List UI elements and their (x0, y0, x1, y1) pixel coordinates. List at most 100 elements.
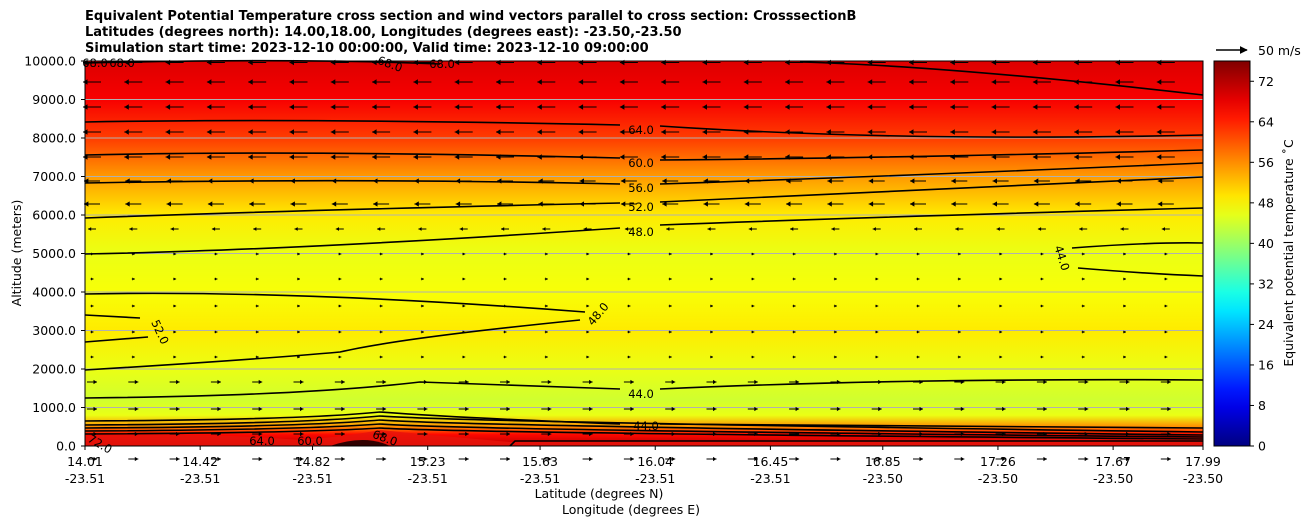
colorbar-bar (1213, 60, 1251, 447)
wind-vector-head (300, 431, 304, 437)
wind-vector-head (620, 178, 626, 184)
contour-line (84, 314, 141, 319)
wind-vector-head (1082, 304, 1085, 308)
wind-vector-head (992, 201, 997, 207)
wind-vector-head (1040, 277, 1044, 281)
wind-vector-head (875, 252, 879, 256)
wind-vector-head (331, 178, 337, 184)
colorbar-tick-label: 0 (1258, 439, 1266, 454)
wind-vector-head (578, 154, 584, 160)
contour-line (84, 411, 621, 425)
wind-vector-head (713, 431, 717, 437)
wind-vector-head (124, 79, 129, 85)
wind-vector-head (751, 277, 755, 281)
wind-vector-head (1032, 129, 1038, 135)
x-tick-label-lat: 14.42 (182, 454, 218, 469)
y-tick-label: 1000.0 (32, 400, 76, 415)
surface-dark-layer (330, 440, 390, 446)
wind-vector-head (834, 355, 837, 359)
wind-vector-head (545, 355, 548, 359)
wind-vector-head (867, 79, 873, 85)
wind-vector-head (338, 277, 342, 281)
wind-vector-head (462, 330, 466, 334)
wind-vector-head (1033, 178, 1039, 184)
wind-vector-head (1084, 379, 1089, 385)
wind-vector-head (703, 178, 708, 184)
wind-vector-head (868, 178, 874, 184)
colorbar-tick-label: 32 (1258, 276, 1274, 291)
wind-vector-head (256, 304, 259, 308)
wind-vector-head (289, 154, 294, 160)
contour-line (659, 207, 1204, 226)
wind-vector-head (579, 201, 584, 207)
contour-line (659, 125, 1204, 138)
contour-line (659, 162, 1204, 185)
wind-vector-head (297, 355, 300, 359)
x-axis-label: Latitude (degrees N) (535, 486, 664, 501)
wind-vector-head (589, 379, 593, 385)
wind-vector-head (826, 104, 831, 110)
wind-vector-head (999, 304, 1003, 308)
wind-vector-head (793, 330, 796, 334)
wind-vector-head (950, 154, 955, 160)
wind-vector-head (710, 330, 713, 334)
wind-vector-head (300, 406, 304, 412)
wind-vector-head (958, 355, 961, 359)
y-tick-label: 2000.0 (32, 362, 76, 377)
wind-vector-head (751, 330, 755, 334)
wind-vector-head (165, 104, 171, 110)
wind-vector-head (872, 227, 876, 231)
wind-vector-head (173, 355, 177, 359)
wind-vector-head (1074, 154, 1079, 160)
wind-vector-head (93, 406, 97, 412)
wind-vector-head (421, 304, 424, 308)
wind-vector-head (630, 406, 634, 412)
wind-vector-head (1120, 227, 1124, 231)
wind-vector-head (423, 406, 428, 412)
plot-area: 64.060.056.052.048.044.052.048.044.044.0… (82, 53, 1204, 462)
wind-vector-head (455, 201, 461, 207)
wind-vector-head (166, 201, 171, 207)
x-tick-label-lon: -23.50 (863, 471, 903, 486)
wind-vector-head (214, 277, 218, 281)
wind-vector-head (206, 129, 212, 135)
wind-vector-head (300, 379, 304, 385)
y-tick-label: 3000.0 (32, 323, 76, 338)
contour-lines (84, 59, 1204, 447)
colorbar-tick-label: 24 (1258, 317, 1274, 332)
wind-vector-head (134, 456, 139, 462)
wind-vector-head (703, 201, 708, 207)
x-axis: 14.01 -23.51 14.42 -23.51 14.82 -23.51 15.23 -2… (65, 446, 1223, 486)
wind-vector-head (341, 431, 345, 437)
colorbar-ticks: 0 8 16 24 32 40 48 56 64 72 (1250, 74, 1274, 454)
wind-vector-head (538, 201, 543, 207)
wind-vector-head (1043, 379, 1047, 385)
wind-vector-head (1074, 79, 1079, 85)
wind-vector-head (661, 104, 666, 110)
wind-vector-head (462, 304, 466, 308)
wind-vector-head (176, 379, 180, 385)
wind-vector-head (341, 379, 345, 385)
contour-line (509, 439, 1204, 447)
wind-vector-head (1002, 379, 1006, 385)
wind-vector-head (341, 456, 345, 462)
wind-vector-head (497, 201, 502, 207)
wind-vector-head (754, 406, 758, 412)
wind-vector-head (176, 406, 180, 412)
wind-vector-head (380, 330, 383, 334)
wind-vector-head (999, 277, 1003, 281)
wind-vector-head (999, 252, 1003, 256)
wind-vector-head (1032, 79, 1038, 85)
contour-label: 60.0 (297, 434, 323, 448)
wind-vector-head (1002, 431, 1006, 437)
contour-line (84, 227, 621, 255)
wind-vector-head (217, 379, 221, 385)
wind-vector-head (917, 252, 920, 256)
wind-vector-head (875, 277, 879, 281)
wind-vector-head (214, 355, 218, 359)
wind-vector-head (249, 201, 254, 207)
wind-vector-head (462, 355, 466, 359)
wind-vector-head (917, 330, 920, 334)
wind-vector-head (991, 154, 997, 160)
